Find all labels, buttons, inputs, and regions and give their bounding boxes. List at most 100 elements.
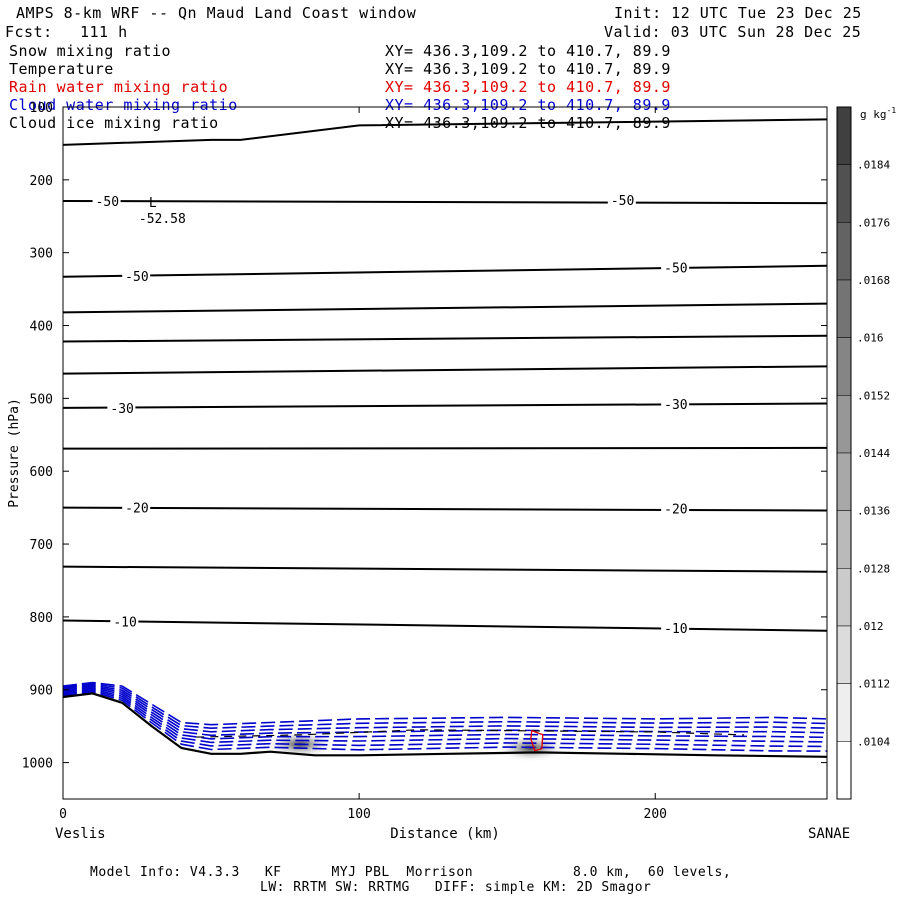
isotherm-label-bg: [661, 620, 690, 635]
colorbar-swatch: [836, 222, 852, 281]
colorbar-swatch: [836, 395, 852, 454]
chart-title: AMPS 8-km WRF -- Qn Maud Land Coast wind…: [16, 4, 417, 22]
low-value: -52.58: [139, 212, 186, 227]
temperature-isotherm: [62, 118, 828, 146]
colorbar-swatch: [836, 625, 852, 684]
colorbar-swatch: [836, 452, 852, 511]
isotherm-label: -50: [664, 261, 687, 276]
temperature-isotherm: [62, 506, 828, 512]
colorbar-tick-label: .0184: [857, 159, 890, 172]
colorbar-swatch: [836, 741, 852, 800]
x-axis-label: Distance (km): [390, 826, 500, 842]
cloud-water-contour: [62, 685, 828, 737]
temperature-isotherm: [62, 402, 828, 409]
plot-frame: [62, 106, 828, 800]
colorbar-swatch: [836, 164, 852, 223]
isotherm-label: -20: [125, 502, 148, 517]
temperature-isotherm: [62, 565, 828, 573]
temperature-isotherm: [62, 264, 828, 278]
isotherm-label: -30: [110, 402, 133, 417]
colorbar-tick-label: .0112: [857, 678, 890, 691]
forecast-hour: 111 h: [80, 23, 128, 41]
temperature-isotherm: [62, 334, 828, 343]
y-tick-label: 500: [30, 392, 53, 407]
isotherm-label-bg: [92, 193, 121, 208]
field-xy-range: XY= 436.3,109.2 to 410.7, 89.9: [385, 78, 671, 96]
isotherm-label: -30: [664, 398, 687, 413]
y-tick-label: 1000: [22, 757, 53, 772]
field-xy-range: XY= 436.3,109.2 to 410.7, 89.9: [385, 42, 671, 60]
colorbar-tick-label: .016: [857, 332, 884, 345]
isotherm-label: -20: [664, 502, 687, 517]
cloud-water-contour: [62, 684, 828, 733]
y-tick-label: 300: [30, 247, 53, 262]
cloud-water-contour: [62, 682, 828, 730]
isotherm-label-bg: [122, 500, 151, 515]
isotherm-label-bg: [110, 614, 139, 629]
physics-info: LW: RRTM SW: RRTMG DIFF: simple KM: 2D S…: [260, 880, 652, 895]
colorbar-swatch: [836, 683, 852, 742]
colorbar-tick-label: .0168: [857, 274, 890, 287]
y-tick-label: 200: [30, 174, 53, 189]
isotherm-label-bg: [607, 193, 636, 208]
isotherm-label-bg: [122, 268, 151, 283]
low-marker: L: [149, 196, 157, 211]
valid-time: Valid: 03 UTC Sun 28 Dec 25: [604, 23, 862, 41]
field-xy-range: XY= 436.3,109.2 to 410.7, 89.9: [385, 60, 671, 78]
colorbar-tick-label: .0128: [857, 562, 890, 575]
colorbar-swatch: [836, 279, 852, 338]
temperature-isotherm: [62, 619, 828, 632]
colorbar-tick-label: .0104: [857, 735, 890, 748]
isotherm-label: -10: [664, 622, 687, 637]
rain-water-contour: [530, 729, 544, 752]
isotherm-label: -50: [611, 194, 634, 209]
x-tick-label: 0: [59, 807, 67, 822]
field-name: Snow mixing ratio: [9, 42, 172, 60]
y-tick-label: 900: [30, 684, 53, 699]
colorbar-frame: [836, 106, 852, 800]
colorbar-swatch: [836, 510, 852, 569]
cloud-water-contour: [62, 688, 828, 744]
isotherm-label: -50: [125, 270, 148, 285]
isotherm-label-bg: [661, 397, 690, 412]
y-tick-label: 800: [30, 611, 53, 626]
y-tick-label: 400: [30, 320, 53, 335]
colorbar-tick-label: .0176: [857, 216, 890, 229]
isotherm-label: -50: [96, 195, 119, 210]
terrain-surface: [62, 692, 828, 758]
field-name: Rain water mixing ratio: [9, 78, 229, 96]
y-tick-label: 100: [30, 101, 53, 116]
isotherm-label: -10: [113, 615, 136, 630]
right-endpoint-label: SANAE: [808, 826, 850, 842]
cloud-water-contour: [62, 686, 828, 740]
colorbar-swatch: [836, 106, 852, 165]
colorbar-unit: g kg-1: [860, 106, 896, 121]
field-name: Cloud ice mixing ratio: [9, 114, 219, 132]
left-endpoint-label: Veslis: [55, 826, 106, 842]
forecast-label: Fcst:: [5, 23, 53, 41]
model-info: Model Info: V4.3.3 KF MYJ PBL Morrison 8…: [90, 865, 732, 880]
colorbar-tick-label: .0136: [857, 505, 890, 518]
x-tick-label: 100: [347, 807, 370, 822]
x-tick-label: 200: [644, 807, 667, 822]
isotherm-label-bg: [107, 400, 136, 415]
colorbar-tick-label: .0152: [857, 389, 890, 402]
isotherm-label-bg: [661, 501, 690, 516]
y-tick-label: 700: [30, 538, 53, 553]
temperature-isotherm: [62, 302, 828, 314]
init-time: Init: 12 UTC Tue 23 Dec 25: [614, 4, 862, 22]
field-name: Cloud water mixing ratio: [9, 96, 238, 114]
cloud-water-contour: [62, 681, 828, 726]
temperature-isotherm: [62, 365, 828, 375]
field-name: Temperature: [9, 60, 114, 78]
isotherm-label-bg: [661, 260, 690, 275]
colorbar-swatch: [836, 568, 852, 627]
cloud-water-contour: [62, 690, 828, 752]
temperature-isotherm: [62, 199, 828, 205]
cloud-water-contour: [62, 689, 828, 748]
y-axis-label: Pressure (hPa): [7, 398, 22, 508]
colorbar-swatch: [836, 337, 852, 396]
colorbar-tick-label: .0144: [857, 447, 890, 460]
colorbar-unit-exponent: -1: [887, 106, 897, 115]
